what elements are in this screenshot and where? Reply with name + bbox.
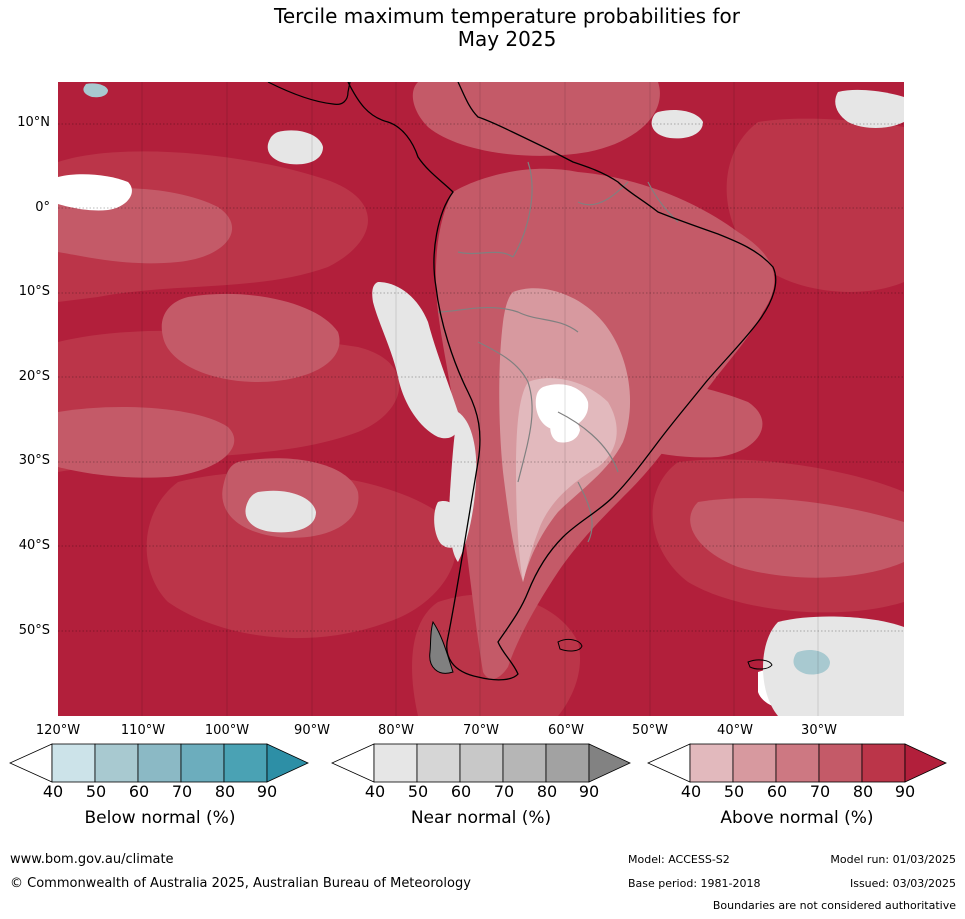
colorbar-below-normal-bin-70-80 [180,743,225,783]
near-normal-areas [245,89,904,716]
colorbar-near-normal-tick-70: 70 [493,782,515,801]
colorbar-above-normal-tick-70: 70 [809,782,831,801]
colorbar-near-normal-bin-50-60 [416,743,461,783]
lon-label-70w: 70°W [463,723,499,738]
colorbar-above-normal-min-arrow [647,743,691,783]
map-title-line-1: Tercile maximum temperature probabilitie… [274,4,740,28]
colorbar-below-normal [9,743,309,783]
colorbar-below-normal-tick-60: 60 [128,782,150,801]
colorbar-below-normal-max-arrow [266,743,309,783]
below-normal-areas [83,83,830,675]
colorbar-above-normal-max-arrow [904,743,947,783]
colorbar-above-normal-bin-80-90 [861,743,906,783]
colorbar-above-normal-bin-60-70 [775,743,820,783]
colorbar-near-normal-tick-40: 40 [364,782,386,801]
map-title-line-2: May 2025 [457,27,557,51]
lat-label-10n: 10°N [17,115,50,130]
colorbar-above-normal-tick-40: 40 [680,782,702,801]
colorbar-below-normal-tick-70: 70 [171,782,193,801]
colorbar-below-normal-min-arrow [9,743,53,783]
country-borders [437,161,679,543]
colorbar-above-normal [647,743,947,783]
colorbar-near-normal-max-arrow [588,743,631,783]
above-normal-50-inland [516,378,617,582]
footer-base-period: Base period: 1981-2018 [628,877,761,890]
lon-label-40w: 40°W [717,723,753,738]
chilean-archipelago [429,620,454,674]
probability-map [58,82,904,716]
colorbar-above-normal-tick-60: 60 [766,782,788,801]
colorbar-above-normal-bin-40-50 [689,743,734,783]
colorbar-below-normal-tick-80: 80 [214,782,236,801]
lon-label-100w: 100°W [204,723,250,738]
lon-label-90w: 90°W [294,723,330,738]
colorbar-below-normal-title: Below normal (%) [84,808,236,828]
colorbar-below-normal-bin-50-60 [94,743,139,783]
lat-label-40s: 40°S [18,538,50,553]
footer-issued: Issued: 03/03/2025 [849,877,956,890]
map-meridians [141,82,819,716]
lon-label-50w: 50°W [632,723,668,738]
lat-label-20s: 20°S [18,369,50,384]
colorbar-below-normal-tick-90: 90 [256,782,278,801]
colorbar-near-normal-bin-40-50 [373,743,418,783]
colorbar-above-normal-title: Above normal (%) [720,808,874,828]
colorbar-near-normal-bin-80-90 [545,743,590,783]
footer-disclaimer: Boundaries are not considered authoritat… [712,899,956,912]
colorbar-above-normal-tick-80: 80 [852,782,874,801]
lon-label-60w: 60°W [548,723,584,738]
south-georgia [747,659,773,670]
colorbar-below-normal-bin-80-90 [223,743,268,783]
footer-website: www.bom.gov.au/climate [10,852,174,867]
colorbar-above-normal-tick-50: 50 [723,782,745,801]
colorbar-below-normal-tick-50: 50 [85,782,107,801]
footer-model: Model: ACCESS-S2 [628,853,730,866]
lon-label-80w: 80°W [378,723,414,738]
colorbar-near-normal-tick-60: 60 [450,782,472,801]
lat-label-0: 0° [35,200,50,215]
lat-label-30s: 30°S [18,453,50,468]
central-america-coastline [267,82,351,105]
falkland-islands [557,638,583,652]
footer-copyright: © Commonwealth of Australia 2025, Austra… [10,876,471,891]
colorbar-below-normal-bin-60-70 [137,743,182,783]
map-title: Tercile maximum temperature probabilitie… [0,5,965,51]
colorbar-near-normal-tick-90: 90 [578,782,600,801]
colorbar-near-normal-tick-80: 80 [536,782,558,801]
lon-label-120w: 120°W [35,723,81,738]
colorbar-near-normal-bin-60-70 [459,743,504,783]
colorbar-near-normal-bin-70-80 [502,743,547,783]
lat-label-50s: 50°S [18,623,50,638]
colorbar-below-normal-bin-40-50 [51,743,96,783]
colorbar-near-normal-tick-50: 50 [407,782,429,801]
colorbar-above-normal-tick-90: 90 [894,782,916,801]
colorbar-below-normal-tick-40: 40 [42,782,64,801]
colorbar-above-normal-bin-50-60 [732,743,777,783]
footer-model-run: Model run: 01/03/2025 [830,853,956,866]
colorbar-near-normal-min-arrow [331,743,375,783]
map-gridlines [58,123,904,632]
lat-label-10s: 10°S [18,284,50,299]
colorbar-above-normal-bin-70-80 [818,743,863,783]
colorbar-near-normal [331,743,631,783]
colorbar-near-normal-title: Near normal (%) [410,808,552,828]
lon-label-30w: 30°W [801,723,837,738]
coastline [347,82,777,681]
lon-label-110w: 110°W [120,723,166,738]
